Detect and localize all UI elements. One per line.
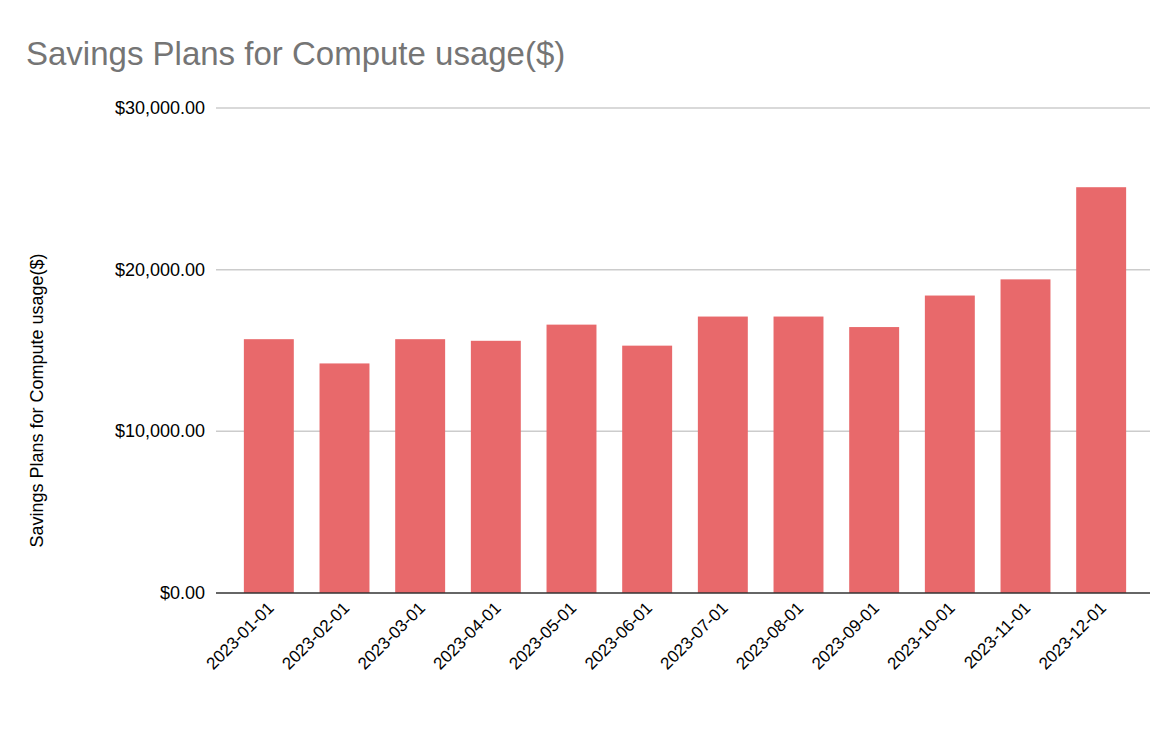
grid-line <box>216 107 1150 109</box>
bar <box>547 325 597 593</box>
x-tick-label: 2023-08-01 <box>732 598 807 673</box>
y-tick-label: $0.00 <box>160 583 205 603</box>
bar <box>698 317 748 593</box>
x-tick-label: 2023-12-01 <box>1035 598 1110 673</box>
x-tick-label: 2023-01-01 <box>203 598 278 673</box>
x-tick-label: 2023-10-01 <box>884 598 959 673</box>
bar <box>471 341 521 593</box>
x-tick-label: 2023-05-01 <box>505 598 580 673</box>
bar <box>395 339 445 593</box>
bar <box>1001 279 1051 593</box>
bar <box>849 327 899 593</box>
x-tick-label: 2023-07-01 <box>657 598 732 673</box>
y-tick-label: $10,000.00 <box>115 421 205 441</box>
x-tick-label: 2023-04-01 <box>430 598 505 673</box>
x-tick-label: 2023-09-01 <box>808 598 883 673</box>
y-axis-label: Savings Plans for Compute usage($) <box>27 253 47 547</box>
x-axis-line <box>216 592 1150 594</box>
x-tick-label: 2023-03-01 <box>354 598 429 673</box>
bar <box>320 363 370 593</box>
bar <box>1076 187 1126 593</box>
x-tick-label: 2023-11-01 <box>960 598 1034 672</box>
y-tick-label: $30,000.00 <box>115 98 205 118</box>
y-tick-label: $20,000.00 <box>115 260 205 280</box>
bar <box>244 339 294 593</box>
x-tick-label: 2023-06-01 <box>581 598 656 673</box>
chart-title: Savings Plans for Compute usage($) <box>26 35 565 72</box>
bar <box>622 346 672 593</box>
bars <box>244 187 1126 593</box>
x-tick-label: 2023-02-01 <box>278 598 353 673</box>
chart-container: Savings Plans for Compute usage($) Saving… <box>0 0 1174 734</box>
bar <box>774 317 824 593</box>
chart-svg: Savings Plans for Compute usage($) Saving… <box>0 0 1174 734</box>
grid-line <box>216 269 1150 271</box>
bar <box>925 296 975 593</box>
